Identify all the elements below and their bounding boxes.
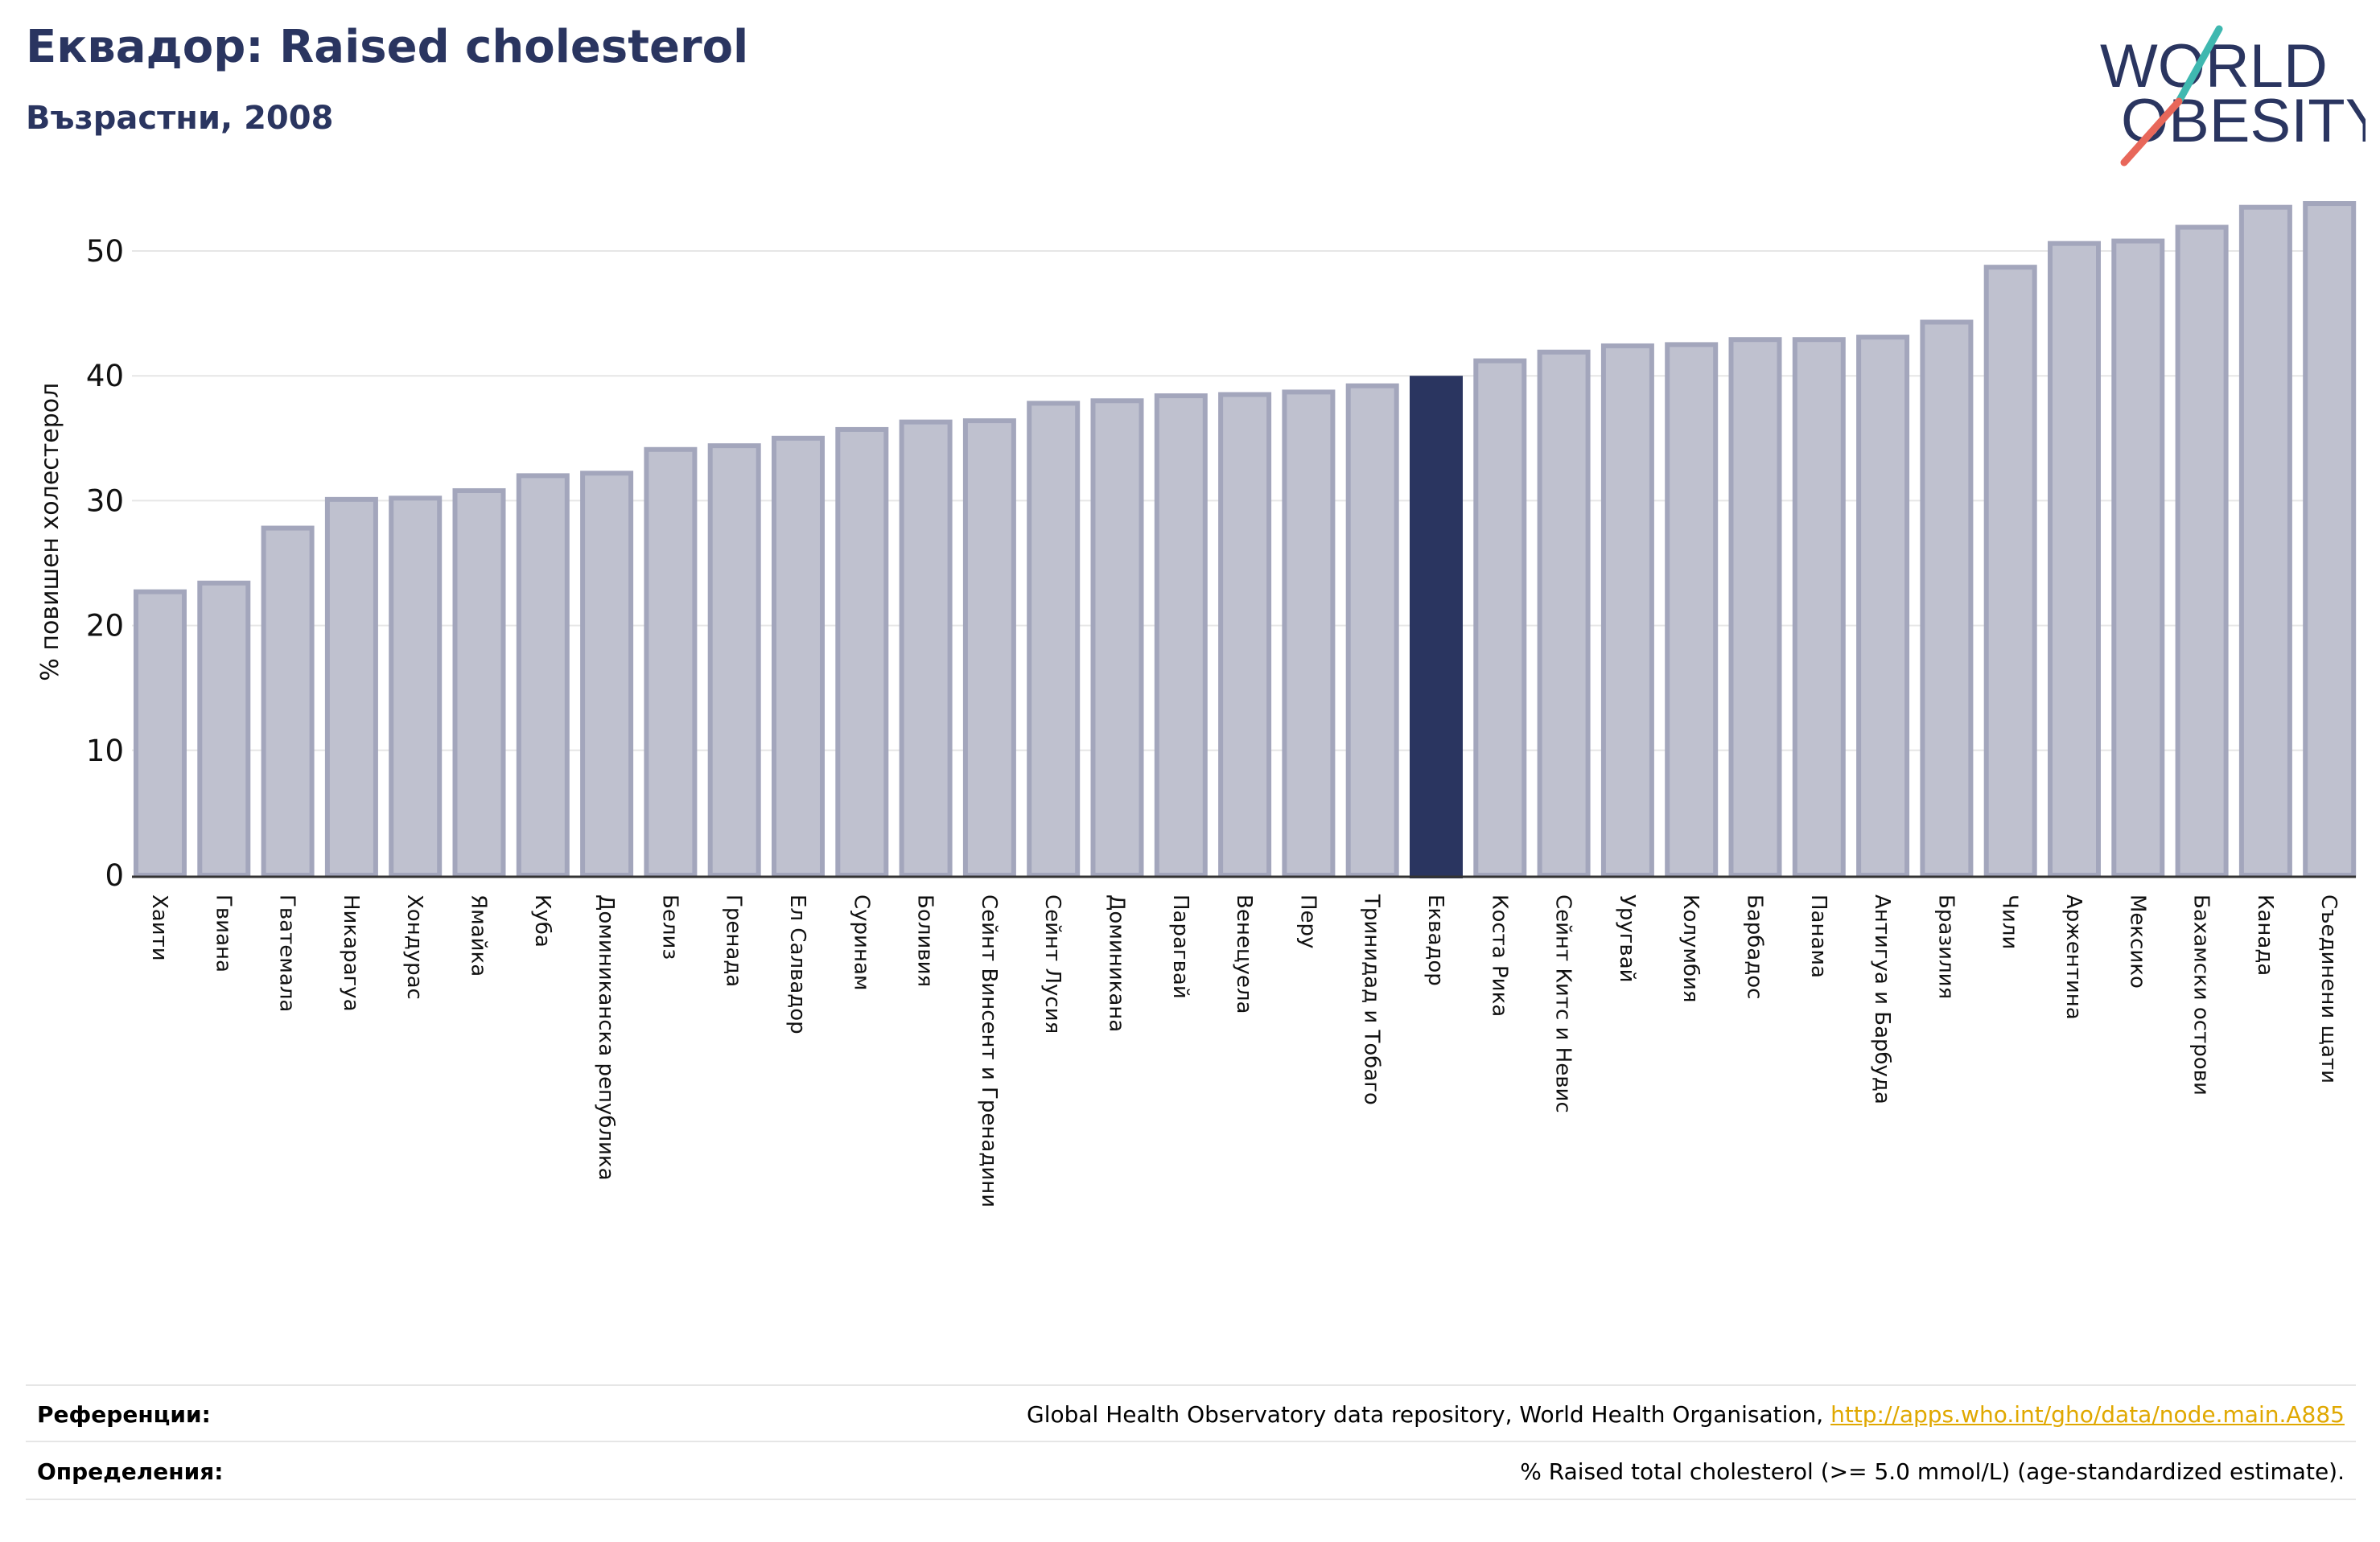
logo-slash-teal [2175,25,2223,105]
bar [1600,343,1654,878]
x-tick-label: Канада [2253,894,2277,976]
x-tick-label: Парагвай [1168,894,1192,999]
x-tick-label: Хондурас [402,894,426,1000]
bar [261,525,315,878]
x-tick-label: Гватемала [275,894,299,1012]
x-tick-label: Тринидад и Тобаго [1360,894,1384,1105]
bar [2303,201,2357,878]
footer-divider-bottom [26,1499,2356,1500]
x-tick-label: Хаити [147,894,171,961]
x-tick-label: Съединени щати [2316,894,2341,1084]
x-tick-label: Гренада [722,894,746,987]
x-tick-label: Аржентина [2061,894,2086,1020]
page-title: Еквадор: Raised cholesterol [26,21,749,73]
bar [1154,393,1208,878]
bar [452,487,506,878]
bar [1027,401,1081,878]
definitions-label: Определения: [37,1458,224,1485]
references-label: Референции: [37,1401,211,1428]
bar [580,471,634,878]
x-tick-label: Куба [530,894,554,948]
x-tick-label: Боливия [913,894,937,987]
bar [1856,335,1910,878]
world-obesity-logo: WORLD OBESITY [2100,25,2366,167]
x-tick-label: Белиз [657,894,681,960]
x-tick-label: Чили [1998,894,2022,949]
references-value: Global Health Observatory data repositor… [1027,1401,2345,1428]
x-tick-label: Антигуа и Барбуда [1870,894,1894,1104]
y-tick-label: 0 [105,858,124,893]
x-tick-label: Перу [1295,894,1320,948]
bar [1473,358,1527,878]
x-tick-label: Сейнт Китс и Невис [1551,894,1575,1113]
bar [835,426,889,878]
x-tick-label: Панама [1806,894,1830,978]
bar [899,419,953,878]
bar [2175,224,2229,878]
bar [516,473,570,878]
x-tick-label: Бразилия [1933,894,1958,999]
bar [2048,241,2101,878]
x-tick-label: Мексико [2125,894,2149,989]
y-tick-label: 50 [86,234,124,269]
x-tick-label: Барбадос [1743,894,1767,999]
bar [1345,383,1399,878]
bar [134,589,187,878]
x-tick-label: Коста Рика [1487,894,1511,1017]
footer-divider-top [26,1384,2356,1386]
bar [707,443,761,878]
x-tick-label: Сейнт Винсент и Гренадини [977,894,1001,1207]
references-link[interactable]: http://apps.who.int/gho/data/node.main.A… [1830,1401,2345,1428]
bar [1282,389,1336,878]
bar [1090,398,1144,878]
bar [1728,337,1782,878]
bar [962,418,1016,878]
x-tick-label: Венецуела [1232,894,1256,1014]
y-tick-label: 30 [86,483,124,518]
y-tick-label: 20 [86,609,124,644]
footer-divider-middle [26,1441,2356,1442]
x-tick-label: Уругвай [1615,894,1639,983]
bar-highlighted [1410,376,1463,878]
bar [1537,349,1591,878]
bar [2111,238,2165,878]
y-axis-label: % повишен холестерол [36,383,64,681]
bar [197,580,251,878]
page-subtitle: Възрастни, 2008 [26,100,334,137]
bar [2238,204,2292,878]
bar [1218,392,1272,878]
x-tick-label: Гвиана [211,894,235,972]
bar-chart: 0 10 20 30 40 50 % повишен холестерол Хаити Гвиа… [36,201,2357,1207]
x-tick-label: Доминиканска република [594,894,618,1181]
x-tick-label: Ямайка [467,894,491,977]
bar [644,446,698,878]
x-tick-label: Суринам [849,894,873,991]
bar [1983,265,2037,878]
x-tick-label: Доминикана [1105,894,1129,1032]
bar [389,495,443,878]
x-tick-label: Бахамски острови [2189,894,2213,1096]
bar [324,496,378,878]
x-tick-label: Ел Салвадор [785,894,809,1034]
bar [772,435,825,878]
x-tick-label: Еквадор [1423,894,1447,986]
y-tick-label: 10 [86,734,124,768]
y-tick-label: 40 [86,359,124,393]
bar [1920,319,1974,878]
bar [1665,342,1719,878]
x-tick-label: Колумбия [1678,894,1703,1003]
definitions-text: % Raised total cholesterol (>= 5.0 mmol/… [1520,1458,2345,1485]
x-tick-label: Сейнт Лусия [1040,894,1064,1034]
references-text: Global Health Observatory data repositor… [1027,1401,1831,1428]
x-tick-label: Никарагуа [339,894,363,1012]
logo-slash-coral [2120,97,2183,167]
bar [1792,337,1846,878]
